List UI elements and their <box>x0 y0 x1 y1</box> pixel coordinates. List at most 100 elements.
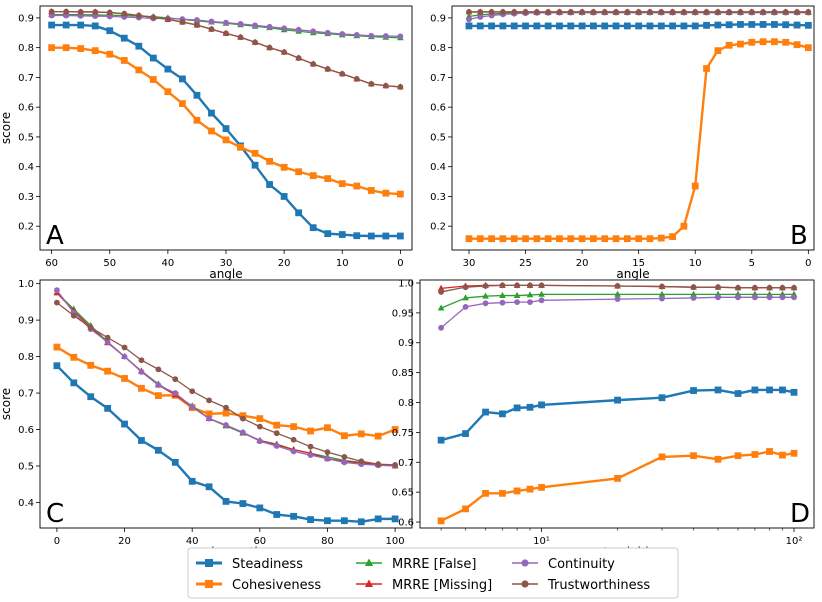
marker-cohesiveness <box>138 384 145 392</box>
marker-steadiness <box>280 193 288 200</box>
marker-trustworthiness <box>579 9 585 15</box>
marker-continuity <box>482 300 489 307</box>
marker-mrre_false <box>437 304 445 311</box>
marker-steadiness <box>87 393 95 401</box>
marker-continuity <box>466 16 472 23</box>
marker-steadiness <box>208 109 215 117</box>
marker-cohesiveness <box>357 430 365 438</box>
markers-trustworthiness <box>438 282 797 295</box>
marker-cohesiveness <box>53 343 61 351</box>
series-group <box>53 287 399 526</box>
y-tick-label: 0.4 <box>18 498 34 509</box>
marker-trustworthiness <box>48 8 55 15</box>
y-tick-label: 0.85 <box>392 368 414 379</box>
x-tick-label: 100 <box>386 536 405 547</box>
marker-cohesiveness <box>164 88 172 96</box>
marker-continuity <box>223 19 229 26</box>
legend-label: Steadiness <box>232 557 303 572</box>
marker-cohesiveness <box>646 235 654 243</box>
marker-cohesiveness <box>295 168 303 176</box>
marker-steadiness <box>533 22 541 30</box>
marker-continuity <box>499 299 506 306</box>
marker-continuity <box>237 20 244 27</box>
x-tick-label: 15 <box>632 258 645 269</box>
marker-continuity <box>766 294 773 301</box>
marker-trustworthiness <box>438 289 444 295</box>
marker-mrre_missing <box>437 284 445 291</box>
marker-steadiness <box>205 559 213 567</box>
panel-letter: C <box>46 499 64 529</box>
marker-cohesiveness <box>48 44 56 52</box>
marker-mrre_false <box>614 290 621 297</box>
panels: 0.20.30.40.50.60.70.80.960 50 40 30 20 10 0ang… <box>0 5 815 559</box>
y-tick-label: 0.3 <box>18 192 34 203</box>
marker-trustworthiness <box>194 22 200 28</box>
marker-steadiness <box>601 22 609 30</box>
line-trustworthiness <box>440 284 795 293</box>
marker-cohesiveness <box>149 76 157 83</box>
marker-steadiness <box>782 21 790 29</box>
marker-steadiness <box>612 22 620 30</box>
y-tick-label: 0.7 <box>430 73 446 84</box>
marker-trustworthiness <box>155 366 162 373</box>
y-tick-label: 0.7 <box>398 458 414 469</box>
marker-cohesiveness <box>476 235 484 243</box>
marker-cohesiveness <box>725 41 733 49</box>
marker-trustworthiness <box>614 283 621 289</box>
marker-steadiness <box>790 388 798 396</box>
marker-continuity <box>514 299 520 306</box>
marker-continuity <box>104 339 111 345</box>
x-tick-label: 10 <box>689 258 702 269</box>
marker-steadiness <box>179 75 186 83</box>
marker-cohesiveness <box>544 235 552 243</box>
marker-trustworthiness <box>281 49 288 56</box>
legend: Steadiness Cohesiveness MRRE [False] MRRE [… <box>187 547 679 599</box>
y-tick-label: 0.75 <box>392 428 414 439</box>
marker-continuity <box>324 455 331 462</box>
y-tick-label: 0.5 <box>18 132 34 143</box>
marker-steadiness <box>396 232 404 240</box>
marker-trustworthiness <box>659 283 665 290</box>
marker-cohesiveness <box>256 415 264 422</box>
marker-steadiness <box>766 386 773 394</box>
marker-continuity <box>54 287 60 294</box>
marker-continuity <box>194 17 200 23</box>
marker-cohesiveness <box>77 45 85 52</box>
marker-trustworthiness <box>760 9 766 15</box>
legend-label: MRRE [False] <box>392 557 476 572</box>
marker-continuity <box>121 353 128 360</box>
marker-continuity <box>307 452 314 458</box>
marker-cohesiveness <box>499 489 506 497</box>
marker-cohesiveness <box>121 375 128 382</box>
marker-steadiness <box>193 91 201 99</box>
marker-steadiness <box>544 22 552 30</box>
line-steadiness <box>440 388 795 442</box>
marker-trustworthiness <box>545 9 552 15</box>
marker-continuity <box>206 415 212 422</box>
marker-cohesiveness <box>691 182 699 190</box>
y-tick-label: 0.5 <box>430 132 446 143</box>
series-group <box>437 281 798 525</box>
marker-trustworthiness <box>647 9 653 15</box>
y-tick-label: 0.7 <box>18 73 34 84</box>
marker-continuity <box>256 438 263 445</box>
marker-trustworthiness <box>290 436 297 443</box>
marker-trustworthiness <box>106 9 113 16</box>
marker-cohesiveness <box>703 65 710 72</box>
marker-continuity <box>791 294 797 301</box>
marker-cohesiveness <box>690 452 697 460</box>
marker-cohesiveness <box>590 235 597 243</box>
marker-continuity <box>281 25 288 32</box>
marker-steadiness <box>53 362 61 370</box>
marker-steadiness <box>734 390 742 397</box>
marker-cohesiveness <box>462 505 469 513</box>
marker-trustworthiness <box>150 14 157 21</box>
marker-trustworthiness <box>77 9 84 15</box>
series-group <box>465 8 812 243</box>
marker-steadiness <box>273 511 281 518</box>
legend-item-continuity: Continuity <box>512 557 615 572</box>
marker-trustworthiness <box>295 55 302 61</box>
x-tick-label: 10² <box>786 536 803 547</box>
marker-cohesiveness <box>751 451 759 458</box>
